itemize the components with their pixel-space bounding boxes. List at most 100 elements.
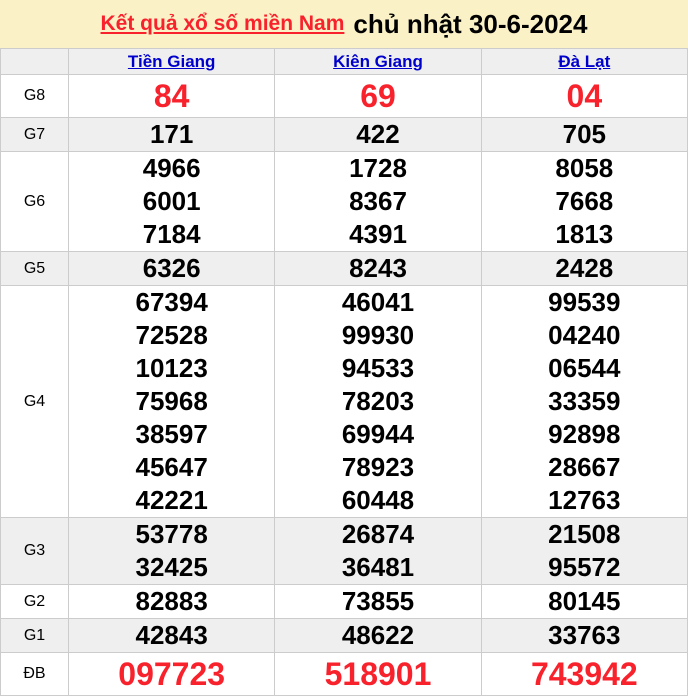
prize-cell: 6326 bbox=[67, 251, 276, 286]
prize-cell: 84 bbox=[67, 74, 276, 118]
prize-cell: 8243 bbox=[274, 251, 482, 286]
prize-number: 78203 bbox=[341, 386, 415, 416]
prize-label: G4 bbox=[0, 285, 69, 518]
prize-number: 95572 bbox=[548, 552, 621, 582]
prize-number: 78923 bbox=[341, 452, 415, 482]
prize-label: G3 bbox=[0, 517, 69, 585]
prize-label: G5 bbox=[0, 251, 69, 286]
prize-number: 33359 bbox=[548, 386, 621, 416]
prize-label: G1 bbox=[0, 618, 69, 653]
results-table: Tiền Giang Kiên Giang Đà Lạt G8 84 69 04 G7 1… bbox=[0, 48, 688, 696]
province-link-kien-giang[interactable]: Kiên Giang bbox=[333, 51, 423, 71]
prize-cell: 99539 04240 06544 33359 92898 28667 12763 bbox=[480, 285, 688, 518]
title-link[interactable]: Kết quả xổ số miền Nam bbox=[100, 12, 345, 35]
prize-row-8: G1 42843 48622 33763 bbox=[0, 618, 688, 653]
prize-cell: 743942 bbox=[480, 652, 688, 696]
prize-number: 743942 bbox=[530, 656, 638, 692]
prize-number: 69944 bbox=[341, 419, 415, 449]
column-header-kien-giang: Kiên Giang bbox=[274, 48, 482, 75]
title-date: chủ nhật 30-6-2024 bbox=[353, 8, 588, 39]
prize-number: 92898 bbox=[548, 419, 621, 449]
prize-cell: 1728 8367 4391 bbox=[274, 151, 482, 252]
prize-cell: 04 bbox=[480, 74, 688, 118]
prize-number: 06544 bbox=[548, 353, 621, 383]
prize-number: 6001 bbox=[142, 186, 201, 216]
prize-number: 7184 bbox=[142, 219, 201, 249]
prize-cell: 097723 bbox=[67, 652, 276, 696]
prize-number: 94533 bbox=[341, 353, 415, 383]
prize-cell: 2428 bbox=[480, 251, 688, 286]
prize-cell: 80145 bbox=[480, 584, 688, 619]
province-link-tien-giang[interactable]: Tiền Giang bbox=[127, 51, 216, 71]
prize-label: G2 bbox=[0, 584, 69, 619]
prize-cell: 67394 72528 10123 75968 38597 45647 42221 bbox=[67, 285, 276, 518]
prize-number: 10123 bbox=[135, 353, 208, 383]
prize-number: 72528 bbox=[135, 320, 208, 350]
prize-number: 42221 bbox=[135, 485, 208, 515]
prize-number: 33763 bbox=[548, 620, 621, 650]
prize-cell: 21508 95572 bbox=[480, 517, 688, 585]
prize-cell: 42843 bbox=[67, 618, 276, 653]
prize-number: 28667 bbox=[548, 452, 621, 482]
prize-row-2: G7 171 422 705 bbox=[0, 117, 688, 152]
prize-number: 21508 bbox=[548, 519, 621, 549]
prize-number: 1813 bbox=[555, 219, 614, 249]
column-header-tien-giang: Tiền Giang bbox=[67, 48, 276, 75]
prize-cell: 33763 bbox=[480, 618, 688, 653]
prize-row-5: G4 67394 72528 10123 75968 38597 45647 42221 460… bbox=[0, 285, 688, 518]
prize-number: 2428 bbox=[555, 253, 614, 283]
prize-number: 7668 bbox=[555, 186, 614, 216]
prize-number: 8367 bbox=[349, 186, 407, 216]
prize-number: 38597 bbox=[135, 419, 208, 449]
prize-number: 705 bbox=[562, 119, 607, 149]
prize-label: G6 bbox=[0, 151, 69, 252]
prize-cell: 4966 6001 7184 bbox=[67, 151, 276, 252]
prize-number: 12763 bbox=[548, 485, 621, 515]
province-link-da-lat[interactable]: Đà Lạt bbox=[558, 51, 611, 71]
prize-label: G8 bbox=[0, 74, 69, 118]
prize-cell: 422 bbox=[274, 117, 482, 152]
prize-number: 45647 bbox=[135, 452, 208, 482]
prize-cell: 26874 36481 bbox=[274, 517, 482, 585]
prize-number: 8058 bbox=[555, 153, 614, 183]
prize-cell: 46041 99930 94533 78203 69944 78923 60448 bbox=[274, 285, 482, 518]
prize-number: 99930 bbox=[341, 320, 415, 350]
prize-number: 26874 bbox=[341, 519, 415, 549]
prize-row-1: G8 84 69 04 bbox=[0, 74, 688, 118]
prize-cell: 705 bbox=[480, 117, 688, 152]
prize-number: 4391 bbox=[349, 219, 407, 249]
prize-row-4: G5 6326 8243 2428 bbox=[0, 251, 688, 286]
prize-number: 75968 bbox=[135, 386, 208, 416]
prize-cell: 518901 bbox=[274, 652, 482, 696]
prize-number: 80145 bbox=[548, 586, 621, 616]
prize-cell: 69 bbox=[274, 74, 482, 118]
prize-number: 99539 bbox=[548, 287, 621, 317]
column-header-da-lat: Đà Lạt bbox=[480, 48, 688, 75]
prize-cell: 73855 bbox=[274, 584, 482, 619]
prize-number: 60448 bbox=[341, 485, 415, 515]
prize-number: 46041 bbox=[341, 287, 415, 317]
prize-row-7: G2 82883 73855 80145 bbox=[0, 584, 688, 619]
prize-row-9: ĐB 097723 518901 743942 bbox=[0, 652, 688, 696]
prize-number: 42843 bbox=[135, 620, 208, 650]
prize-number: 82883 bbox=[135, 586, 208, 616]
prize-number: 422 bbox=[356, 119, 400, 149]
prize-number: 4966 bbox=[142, 153, 201, 183]
prize-number: 6326 bbox=[142, 253, 201, 283]
prize-number: 73855 bbox=[341, 586, 415, 616]
page-title: Kết quả xổ số miền Nam chủ nhật 30-6-202… bbox=[0, 0, 688, 48]
prize-number: 171 bbox=[149, 119, 194, 149]
prize-number: 84 bbox=[153, 78, 190, 114]
prize-number: 04 bbox=[566, 78, 603, 114]
prize-number: 36481 bbox=[341, 552, 415, 582]
prize-cell: 53778 32425 bbox=[67, 517, 276, 585]
prize-number: 69 bbox=[360, 78, 396, 114]
prize-number: 518901 bbox=[324, 656, 432, 692]
prize-label: G7 bbox=[0, 117, 69, 152]
corner-cell bbox=[0, 48, 69, 75]
prize-number: 53778 bbox=[135, 519, 208, 549]
prize-number: 8243 bbox=[349, 253, 407, 283]
prize-number: 04240 bbox=[548, 320, 621, 350]
prize-label: ĐB bbox=[0, 652, 69, 696]
prize-number: 48622 bbox=[341, 620, 415, 650]
